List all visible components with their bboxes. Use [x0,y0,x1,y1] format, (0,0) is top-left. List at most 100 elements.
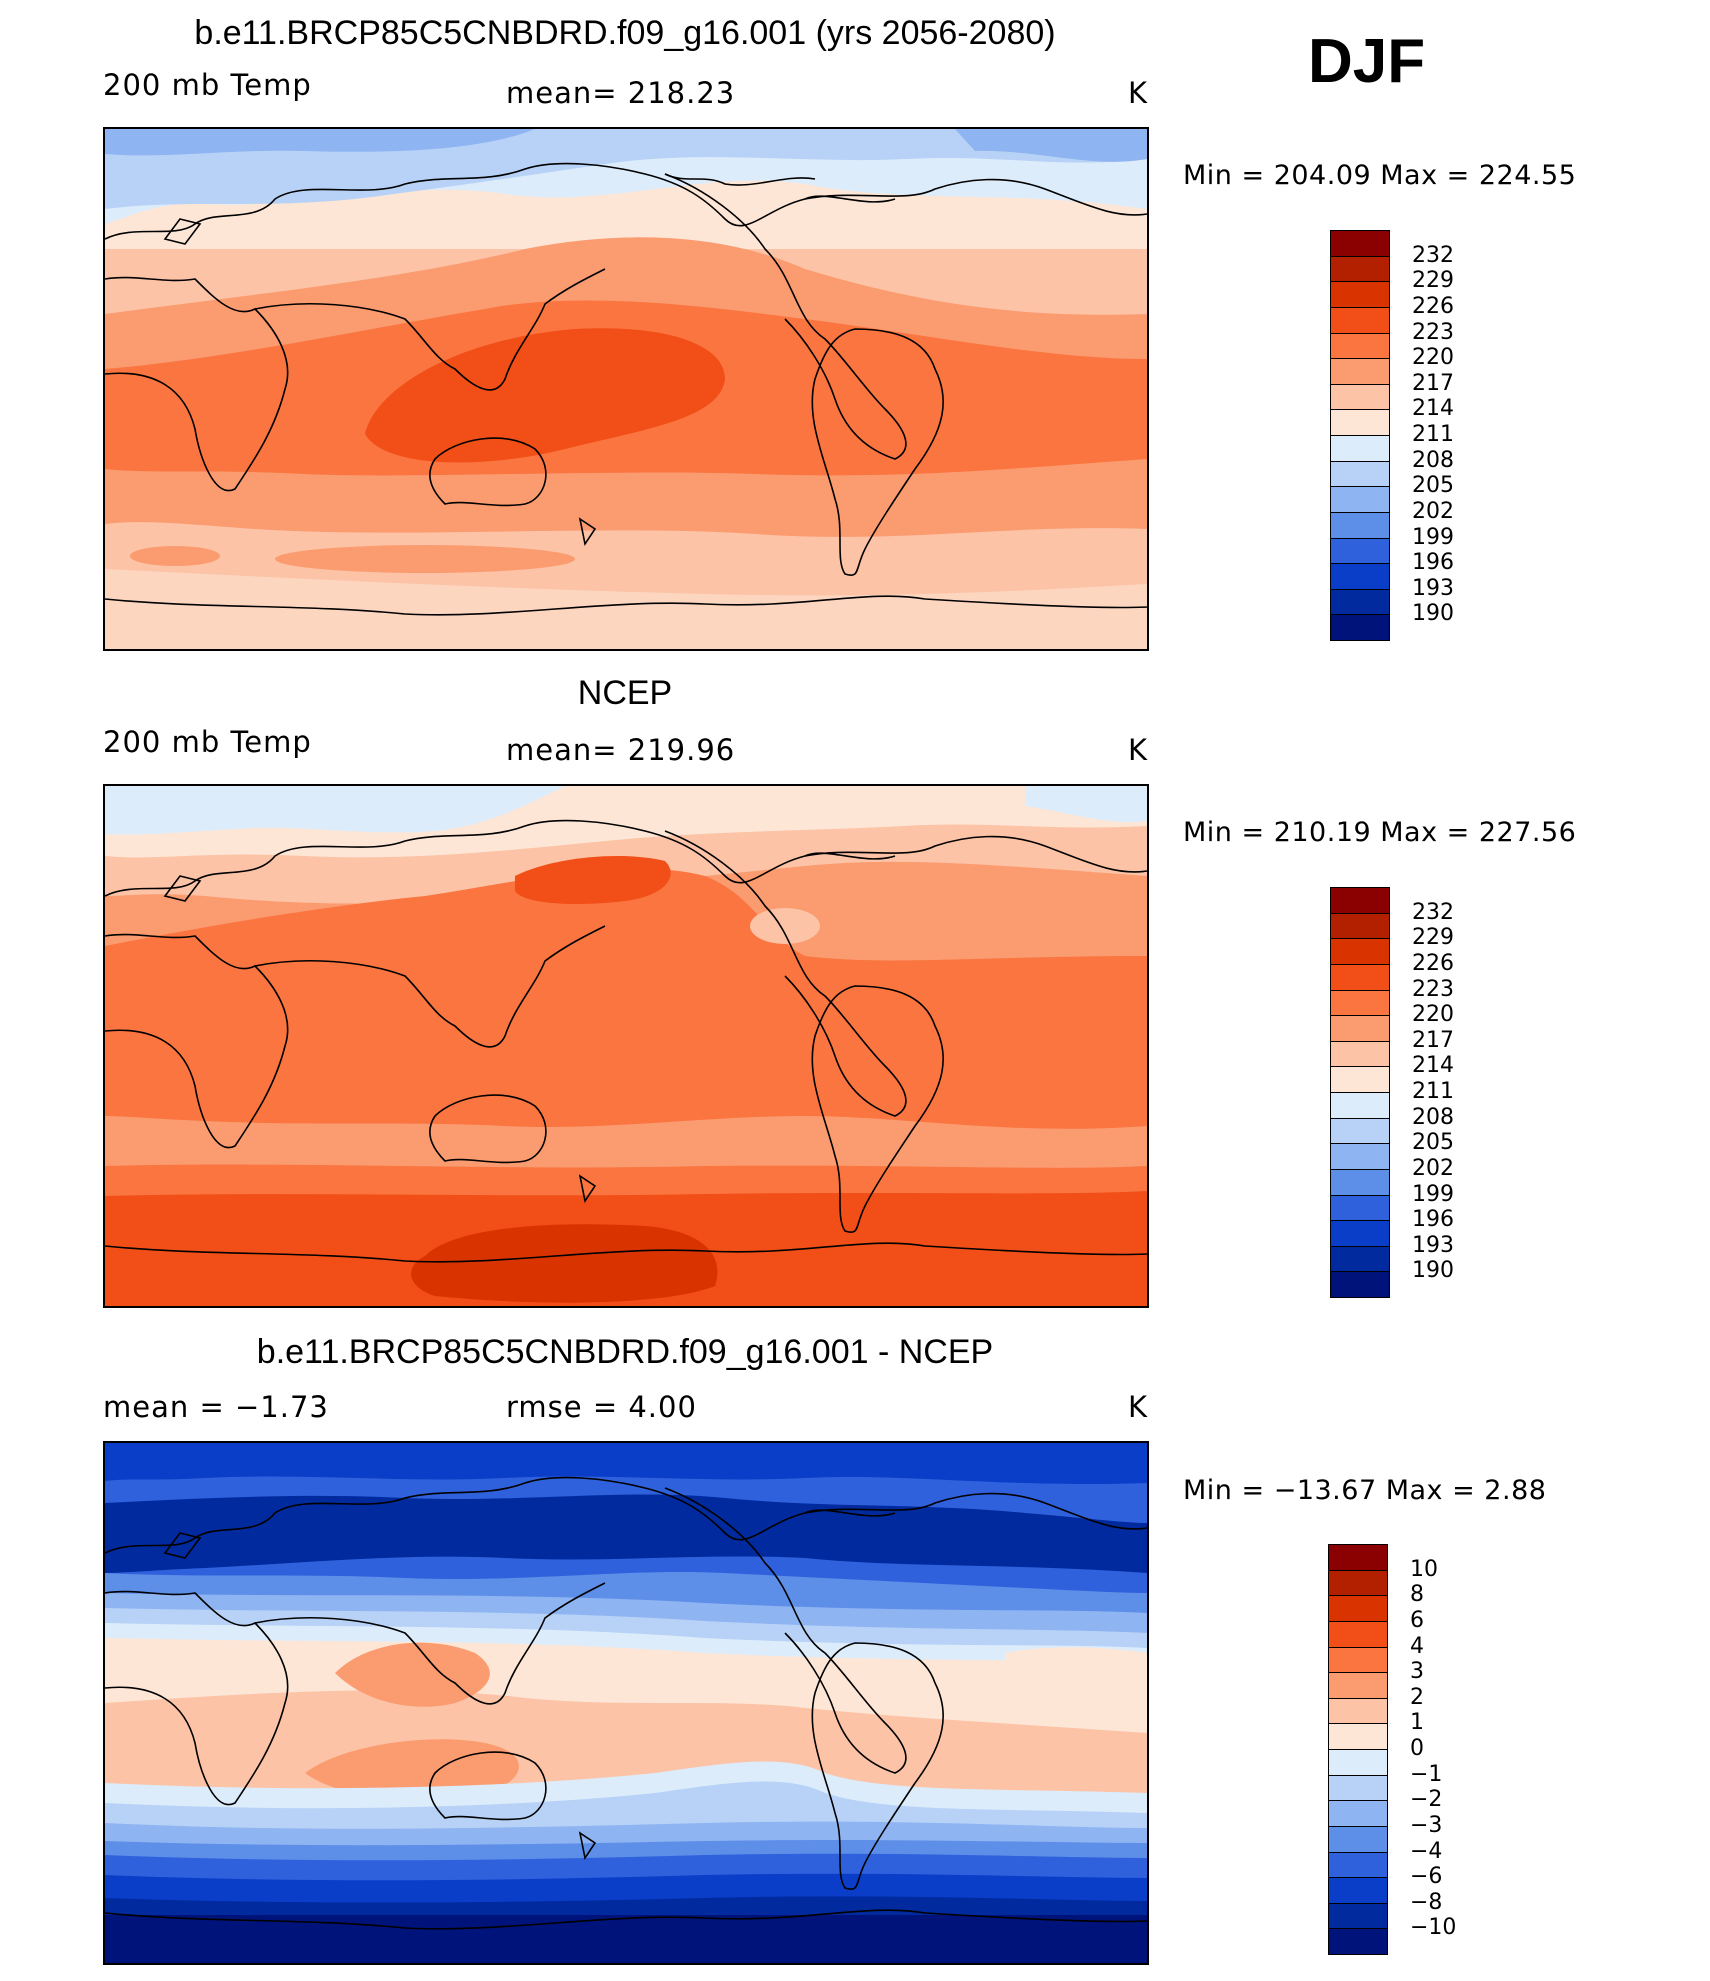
panel-1-colorbar-tick-label: 190 [1412,601,1454,627]
panel-3-colorbar-tick-label: 4 [1410,1633,1424,1659]
panel-1-colorbar-swatch [1330,588,1390,616]
panel-2-colorbar-swatch [1330,963,1390,991]
panel-1-colorbar-tick-label: 217 [1412,370,1454,396]
panel-3-colorbar-tick-label: −6 [1410,1864,1443,1890]
panel-3-colorbar-tick-label: −4 [1410,1838,1443,1864]
panel-3-colorbar-swatch [1328,1646,1388,1674]
panel-3-colorbar-swatch [1328,1620,1388,1648]
panel-3-map [103,1441,1149,1965]
panel-3-colorbar-swatch [1328,1928,1388,1955]
panel-1-colorbar: 232 229 226 223 220 217 214 211 208 205 202 199 196 1… [1330,230,1470,641]
panel-2-colorbar-swatch [1330,887,1390,914]
panel-3-minmax: Min = −13.67 Max = 2.88 [1183,1475,1547,1506]
panel-1-colorbar-tick-label: 193 [1412,575,1454,601]
panel-3-colorbar-tick-label: −2 [1410,1787,1443,1813]
panel-2-colorbar-tick-label: 193 [1412,1232,1454,1258]
panel-2-colorbar-tick-label: 202 [1412,1155,1454,1181]
panel-1-title: b.e11.BRCP85C5CNBDRD.f09_g16.001 (yrs 20… [194,14,1056,52]
panel-2-colorbar-tick-label: 214 [1412,1053,1454,1079]
panel-3-title: b.e11.BRCP85C5CNBDRD.f09_g16.001 - NCEP [256,1333,994,1371]
panel-2-colorbar-swatch [1330,1220,1390,1247]
panel-1-colorbar-swatch [1330,409,1390,436]
panel-3-colorbar-swatch [1328,1851,1388,1879]
panel-1-colorbar-tick-label: 220 [1412,345,1454,371]
panel-1-map [103,127,1149,651]
panel-1-colorbar-swatch [1330,486,1390,513]
panel-2-colorbar-swatch [1330,1143,1390,1170]
panel-3-colorbar-tick-label: 10 [1410,1556,1438,1582]
panel-3-colorbar-swatch [1328,1877,1388,1904]
panel-1-colorbar-swatch [1330,435,1390,462]
panel-2-unit-label: K [1128,733,1149,767]
panel-3-colorbar-swatch [1328,1902,1388,1930]
panel-2-colorbar-tick-label: 208 [1412,1104,1454,1130]
panel-2-colorbar-swatch [1330,989,1390,1017]
panel-1-unit-label: K [1128,76,1149,110]
panel-2-colorbar-tick-label: 211 [1412,1079,1454,1104]
panel-2-colorbar-swatch [1330,1117,1390,1145]
panel-3-colorbar-tick-label: 8 [1410,1582,1424,1608]
panel-1-mean-label: mean= 218.23 [506,76,736,110]
panel-2-minmax: Min = 210.19 Max = 227.56 [1183,817,1577,848]
panel-3-colorbar-swatch [1328,1825,1388,1853]
panel-3-colorbar-swatch [1328,1697,1388,1725]
panel-1-colorbar-tick-label: 199 [1412,524,1454,550]
panel-3-colorbar-swatch [1328,1749,1388,1776]
panel-3-colorbar-tick-label: −10 [1410,1915,1457,1941]
panel-2-colorbar-swatch [1330,1168,1390,1196]
panel-2-map-svg [105,786,1147,1306]
panel-2-colorbar-tick-label: 217 [1412,1027,1454,1053]
panel-3-colorbar-swatch [1328,1569,1388,1597]
panel-3-colorbar-tick-label: 2 [1410,1684,1424,1710]
panel-3-colorbar-swatch [1328,1800,1388,1827]
panel-3-rmse-label: rmse = 4.00 [506,1390,697,1424]
panel-2-colorbar-swatch [1330,1040,1390,1068]
panel-1-colorbar-tick-label: 202 [1412,498,1454,524]
panel-3-colorbar-tick-label: −8 [1410,1889,1443,1915]
panel-2-map [103,784,1149,1308]
panel-1-colorbar-swatch [1330,614,1390,641]
panel-3-colorbar-tick-label: 3 [1410,1659,1424,1685]
panel-1-colorbar-swatch [1330,281,1390,308]
panel-1-colorbar-swatch [1330,460,1390,488]
panel-2-colorbar-swatch [1330,1245,1390,1273]
panel-1-colorbar-swatch [1330,230,1390,257]
panel-2-colorbar-swatch [1330,1066,1390,1093]
panel-1-colorbar-swatch [1330,383,1390,411]
panel-2-colorbar-tick-label: 220 [1412,1002,1454,1028]
season-label: DJF [1308,27,1426,96]
panel-1-colorbar-swatch [1330,332,1390,360]
panel-3-colorbar-swatch [1328,1774,1388,1802]
panel-3-colorbar-tick-label: 6 [1410,1607,1424,1633]
panel-2-colorbar-tick-label: 199 [1412,1181,1454,1207]
panel-1-colorbar-tick-label: 229 [1412,268,1454,294]
panel-3-unit-label: K [1128,1390,1149,1424]
panel-2-colorbar-tick-label: 229 [1412,925,1454,951]
panel-2-colorbar-swatch [1330,1194,1390,1222]
panel-3-colorbar-swatch [1328,1672,1388,1699]
panel-1-colorbar-swatch [1330,563,1390,590]
panel-3-colorbar-swatch [1328,1723,1388,1750]
panel-1-colorbar-swatch [1330,537,1390,565]
panel-3-colorbar-tick-label: 0 [1410,1736,1424,1761]
panel-2-mean-label: mean= 219.96 [506,733,736,767]
panel-3-colorbar-swatch [1328,1595,1388,1622]
panel-1-colorbar-swatch [1330,255,1390,283]
panel-1-variable-label: 200 mb Temp [103,68,312,102]
panel-2-variable-label: 200 mb Temp [103,725,312,759]
panel-2-colorbar-tick-label: 232 [1412,899,1454,925]
panel-3-colorbar-swatch [1328,1544,1388,1571]
panel-3-colorbar-tick-label: 1 [1410,1710,1424,1736]
panel-2-colorbar: 232 229 226 223 220 217 214 211 208 205 202 199 196 1… [1330,887,1470,1298]
panel-1-colorbar-tick-label: 223 [1412,319,1454,345]
panel-2-colorbar-tick-label: 196 [1412,1207,1454,1233]
panel-2-colorbar-tick-label: 190 [1412,1258,1454,1284]
panel-2-colorbar-swatch [1330,1092,1390,1119]
panel-2-colorbar-tick-label: 205 [1412,1130,1454,1156]
panel-1-map-svg [105,129,1147,649]
panel-2-colorbar-tick-label: 223 [1412,976,1454,1002]
panel-1-colorbar-swatch [1330,358,1390,385]
panel-3-map-svg [105,1443,1147,1963]
panel-3-colorbar-tick-label: −1 [1410,1761,1443,1787]
panel-2-colorbar-tick-label: 226 [1412,950,1454,976]
